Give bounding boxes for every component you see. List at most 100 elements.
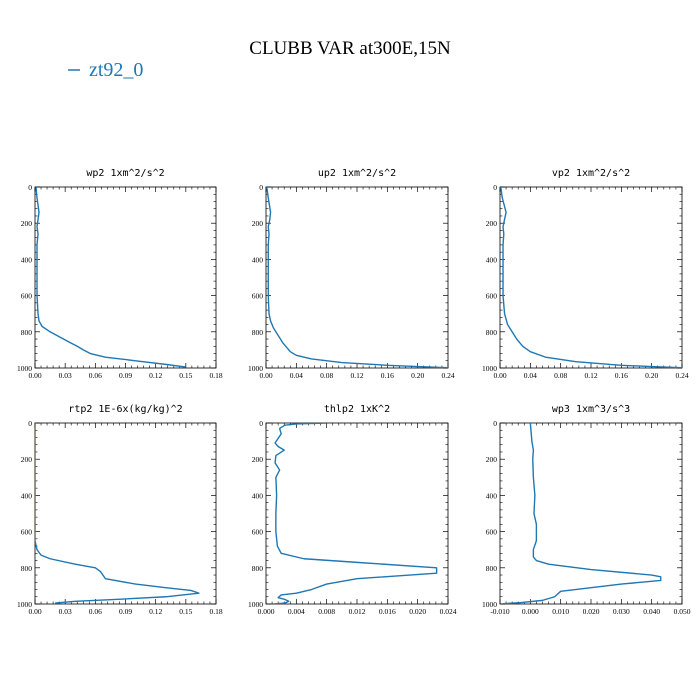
plot-frame <box>499 186 683 369</box>
x-tick-label: 0.000 <box>522 607 539 616</box>
y-tick-label: 600 <box>252 292 264 301</box>
x-tick-label: 0.16 <box>615 371 628 380</box>
x-tick-label: 0.08 <box>554 371 567 380</box>
y-tick-label: 600 <box>486 292 498 301</box>
y-tick-label: 800 <box>486 564 498 573</box>
x-tick-label: 0.00 <box>259 371 272 380</box>
subplot-title: wp3 1xm^3/s^3 <box>552 404 630 415</box>
x-tick-label: 0.20 <box>411 371 424 380</box>
x-tick-label: 0.040 <box>643 607 660 616</box>
x-tick-label: 0.12 <box>149 607 162 616</box>
plot-frame <box>34 422 217 605</box>
y-tick-label: 1000 <box>248 364 263 373</box>
x-tick-label: 0.00 <box>493 371 506 380</box>
x-tick-label: 0.020 <box>583 607 600 616</box>
figure-title: CLUBB VAR at300E,15N <box>249 38 451 59</box>
x-tick-label: 0.18 <box>209 607 222 616</box>
x-tick-label: 0.004 <box>288 607 305 616</box>
y-tick-label: 0 <box>493 419 497 428</box>
x-tick-label: 0.12 <box>584 371 597 380</box>
y-tick-label: 600 <box>252 528 264 537</box>
y-tick-label: 0 <box>493 183 497 192</box>
x-tick-label: 0.12 <box>149 371 162 380</box>
y-tick-label: 800 <box>252 328 264 337</box>
x-tick-label: 0.08 <box>320 371 333 380</box>
x-tick-label: 0.012 <box>349 607 366 616</box>
subplot-3: vp2 1xm^2/s^2 0.00 0.04 0.08 0.12 0.16 0.20 0.2… <box>482 168 689 380</box>
y-tick-label: 400 <box>486 255 498 264</box>
subplot-title: thlp2 1xK^2 <box>324 404 390 415</box>
y-tick-label: 1000 <box>248 600 263 609</box>
x-tick-label: 0.24 <box>441 371 454 380</box>
series-line <box>502 423 662 604</box>
subplot-title: vp2 1xm^2/s^2 <box>552 168 630 179</box>
y-tick-label: 800 <box>21 328 33 337</box>
series-line <box>266 187 448 368</box>
x-tick-label: 0.030 <box>613 607 630 616</box>
y-tick-label: 800 <box>252 564 264 573</box>
x-tick-label: 0.03 <box>59 371 72 380</box>
x-tick-label: 0.06 <box>89 607 102 616</box>
x-tick-label: 0.03 <box>59 607 72 616</box>
x-tick-label: 0.00 <box>28 607 41 616</box>
series-line <box>35 423 200 604</box>
y-tick-label: 200 <box>486 455 498 464</box>
y-tick-label: 600 <box>486 528 498 537</box>
y-tick-label: 400 <box>21 491 33 500</box>
y-tick-label: 0 <box>259 183 263 192</box>
plot-frame <box>34 186 217 369</box>
x-tick-label: 0.016 <box>379 607 396 616</box>
x-tick-label: 0.010 <box>552 607 569 616</box>
series-line <box>35 187 186 368</box>
y-tick-label: 1000 <box>17 600 32 609</box>
y-tick-label: 200 <box>252 455 264 464</box>
subplot-5: thlp2 1xK^2 0.000 0.004 0.008 0.012 0.016 0.02… <box>248 404 457 616</box>
subplot-2: up2 1xm^2/s^2 0.00 0.04 0.08 0.12 0.16 0.20 0.2… <box>248 168 455 380</box>
y-tick-label: 0 <box>259 419 263 428</box>
y-tick-label: 800 <box>486 328 498 337</box>
y-tick-label: 200 <box>21 219 33 228</box>
x-tick-label: 0.06 <box>89 371 102 380</box>
x-tick-label: 0.09 <box>119 607 132 616</box>
y-tick-label: 1000 <box>482 364 497 373</box>
x-tick-label: 0.15 <box>179 371 192 380</box>
plot-frame <box>265 186 449 369</box>
x-tick-label: 0.09 <box>119 371 132 380</box>
x-tick-label: 0.000 <box>258 607 275 616</box>
x-tick-label: 0.20 <box>645 371 658 380</box>
subplot-title: wp2 1xm^2/s^2 <box>86 168 164 179</box>
subplot-1: wp2 1xm^2/s^2 0.00 0.03 0.06 0.09 0.12 0.15 0.1… <box>17 168 223 380</box>
legend: zt92_0 <box>68 59 143 81</box>
y-tick-label: 400 <box>486 491 498 500</box>
x-tick-label: 0.24 <box>675 371 688 380</box>
y-tick-label: 400 <box>21 255 33 264</box>
subplot-4: rtp2 1E-6x(kg/kg)^2 0.00 0.03 0.06 0.09 0.12 0… <box>17 404 223 616</box>
x-tick-label: 0.04 <box>524 371 537 380</box>
y-tick-label: 600 <box>21 528 33 537</box>
series-line <box>273 423 438 604</box>
y-tick-label: 600 <box>21 292 33 301</box>
y-tick-label: 200 <box>21 455 33 464</box>
x-tick-label: 0.16 <box>381 371 394 380</box>
x-tick-label: 0.00 <box>28 371 41 380</box>
y-tick-label: 400 <box>252 255 264 264</box>
y-tick-label: 200 <box>486 219 498 228</box>
series-line <box>500 187 682 368</box>
y-tick-label: 200 <box>252 219 264 228</box>
x-tick-label: 0.050 <box>674 607 691 616</box>
y-tick-label: 0 <box>28 183 32 192</box>
x-tick-label: 0.12 <box>350 371 363 380</box>
x-tick-label: 0.18 <box>209 371 222 380</box>
x-tick-label: 0.04 <box>290 371 303 380</box>
plot-frame <box>265 422 449 605</box>
y-tick-label: 0 <box>28 419 32 428</box>
plot-frame <box>499 422 683 605</box>
y-tick-label: 400 <box>252 491 264 500</box>
y-tick-label: 800 <box>21 564 33 573</box>
x-tick-label: 0.024 <box>440 607 457 616</box>
x-tick-label: 0.15 <box>179 607 192 616</box>
subplot-title: up2 1xm^2/s^2 <box>318 168 396 179</box>
subplot-title: rtp2 1E-6x(kg/kg)^2 <box>68 404 182 415</box>
y-tick-label: 1000 <box>17 364 32 373</box>
